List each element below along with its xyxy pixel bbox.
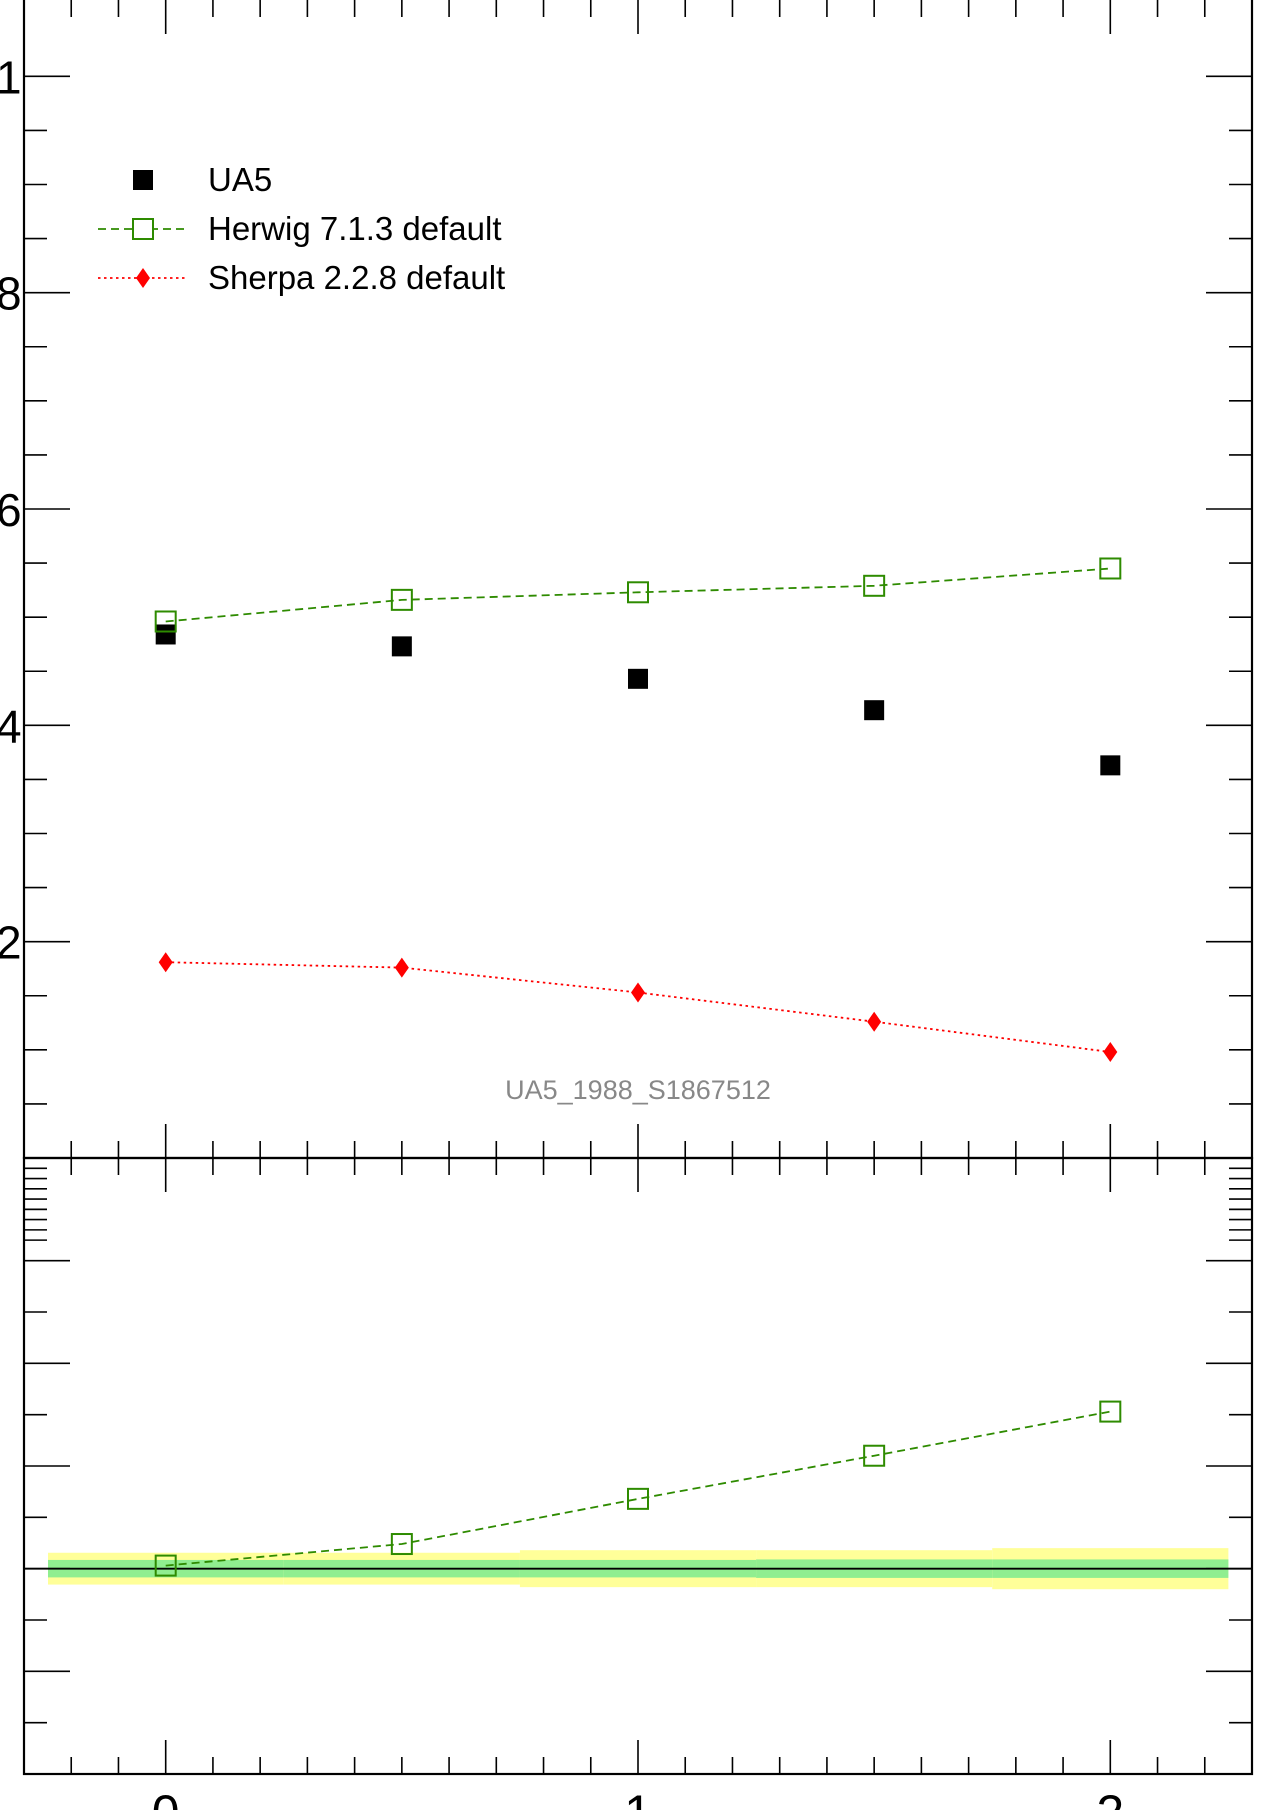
ratio-herwig-point [627, 1487, 649, 1510]
ua5-data-point [864, 700, 885, 721]
main-y-tick-label: 4 [0, 700, 22, 752]
legend-marker-ua5 [133, 170, 153, 190]
main-panel: 1 8 6 4 2 UA5_1988_S1867512 [0, 0, 1252, 1158]
ua5-data-point [628, 668, 648, 689]
ua5-data-point [1100, 755, 1121, 776]
sherpa-point [867, 1011, 882, 1032]
x-tick-label: 2 [1096, 1785, 1124, 1810]
series-line-1 [165, 567, 1111, 623]
herwig-point [627, 581, 649, 604]
herwig-point [1099, 557, 1122, 580]
legend-marker-herwig [132, 218, 154, 240]
ratio-plot-frame [22, 1156, 1254, 1776]
legend: UA5 Herwig 7.1.3 default Sherpa 2.2.8 defa… [98, 161, 505, 296]
sherpa-point [158, 952, 173, 973]
analysis-label: UA5_1988_S1867512 [505, 1075, 771, 1105]
main-y-tick-label: 1 [0, 51, 22, 103]
legend-label-1: Herwig 7.1.3 default [208, 210, 502, 247]
main-y-tick-label: 8 [0, 268, 22, 320]
ratio-herwig-point [863, 1444, 886, 1467]
main-y-tick-label: 2 [0, 917, 22, 969]
legend-label-0: UA5 [208, 161, 272, 198]
legend-label-2: Sherpa 2.2.8 default [208, 259, 505, 296]
ratio-herwig-point [390, 1533, 413, 1556]
frames [22, 0, 1254, 1776]
ua5-data-point [391, 636, 412, 657]
ratio-herwig-point [154, 1554, 177, 1577]
legend-marker-sherpa [136, 268, 150, 288]
ratio-series-line [165, 1410, 1111, 1567]
ratio-herwig-point [1099, 1400, 1122, 1423]
main-y-tick-label: 6 [0, 484, 22, 536]
x-tick-label: 0 [152, 1785, 180, 1810]
ratio-panel: 0 1 2 [24, 1157, 1252, 1810]
herwig-point [390, 588, 413, 611]
herwig-point [154, 610, 177, 633]
sherpa-point [1103, 1041, 1118, 1062]
sherpa-point [394, 957, 409, 978]
series-line-2 [165, 961, 1111, 1053]
x-tick-label: 1 [624, 1785, 652, 1810]
sherpa-point [631, 982, 645, 1003]
ua5-data-point [155, 624, 176, 645]
herwig-point [863, 574, 886, 597]
